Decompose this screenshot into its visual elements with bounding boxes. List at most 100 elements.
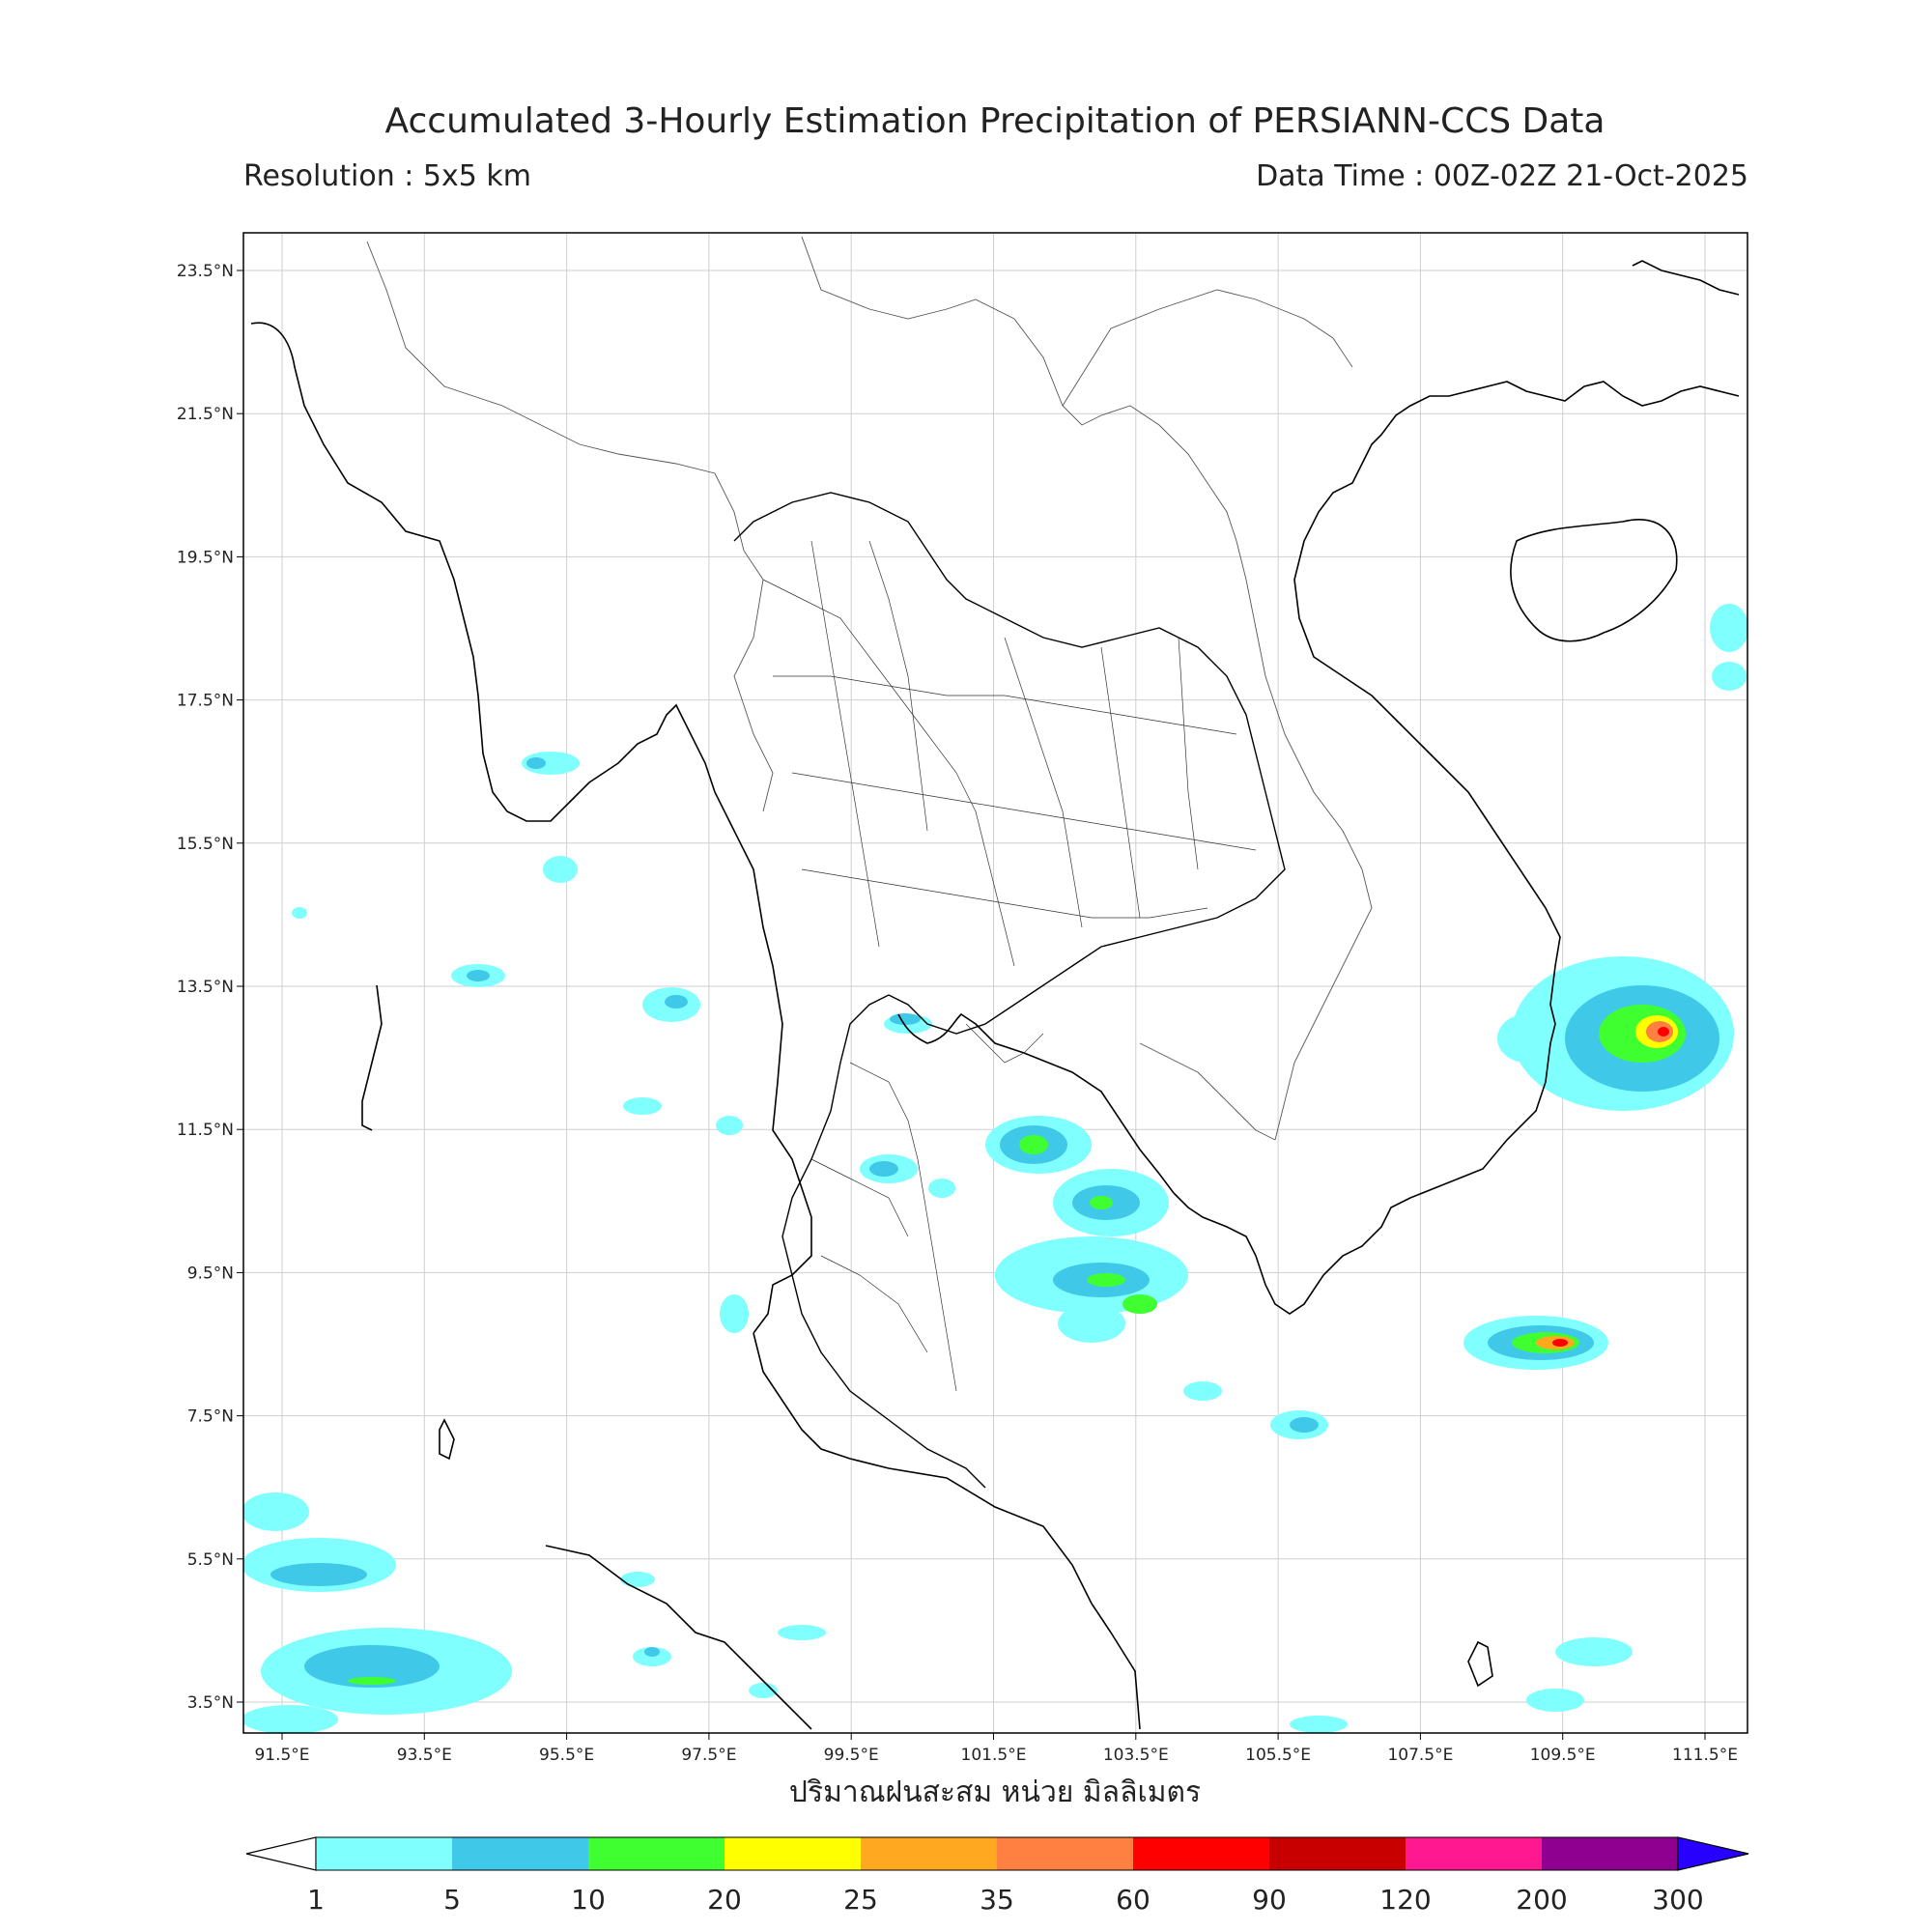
- province-line: [791, 772, 1257, 851]
- coastline-sumatra: [545, 1545, 812, 1730]
- province-line: [810, 1158, 909, 1237]
- country-borders: [366, 236, 1373, 1141]
- rain-cell: [749, 1683, 778, 1698]
- resolution-label: Resolution : 5x5 km: [243, 159, 531, 193]
- lat-tick-label: 7.5°N: [187, 1407, 234, 1427]
- colorbar: [245, 1836, 1749, 1871]
- province-line: [1004, 637, 1083, 928]
- colorbar-label: 10: [571, 1884, 606, 1916]
- rain-cell: [1183, 1381, 1222, 1401]
- lon-tick-label: 111.5°E: [1672, 1746, 1738, 1765]
- lat-tick-label: 11.5°N: [177, 1121, 234, 1140]
- rain-cell: [1122, 1294, 1157, 1314]
- rain-cell: [720, 1294, 749, 1333]
- rain-cell: [348, 1677, 396, 1685]
- lon-tick-label: 109.5°E: [1530, 1746, 1596, 1765]
- colorbar-label: 35: [980, 1884, 1014, 1916]
- colorbar-segment: [1269, 1837, 1406, 1870]
- colorbar-label: 90: [1252, 1884, 1287, 1916]
- thailand-outline: [733, 492, 1286, 1489]
- longitude-ticks: 91.5°E 93.5°E 95.5°E 97.5°E 99.5°E 101.5°E 103…: [254, 1733, 1738, 1765]
- lat-tick-label: 5.5°N: [187, 1550, 234, 1570]
- coastline-malaya: [753, 1332, 1141, 1730]
- rain-cell: [620, 1572, 655, 1587]
- rain-cell: [1058, 1304, 1125, 1343]
- rain-cell: [526, 757, 546, 769]
- colorbar-label: 25: [843, 1884, 878, 1916]
- rain-cell: [716, 1116, 743, 1135]
- lon-tick-label: 97.5°E: [681, 1746, 736, 1765]
- province-line: [810, 540, 880, 948]
- province-line: [773, 675, 1237, 735]
- rain-cell: [1090, 1196, 1113, 1209]
- rain-cell: [890, 1013, 921, 1025]
- province-line: [868, 540, 928, 832]
- colorbar-segment: [1133, 1837, 1270, 1870]
- rain-cell: [1710, 604, 1747, 652]
- coastlines: [250, 260, 1740, 1730]
- lat-tick-label: 9.5°N: [187, 1264, 234, 1283]
- rain-cell: [1712, 662, 1747, 691]
- coastline-natuna: [1467, 1640, 1493, 1688]
- province-line: [1100, 646, 1141, 919]
- colorbar-right-arrow: [1677, 1836, 1749, 1871]
- colorbar-segment: [1542, 1837, 1679, 1870]
- colorbar-segment: [997, 1837, 1134, 1870]
- rain-cell: [467, 970, 490, 981]
- border-laos-vietnam: [801, 236, 1373, 1141]
- lon-tick-label: 95.5°E: [539, 1746, 594, 1765]
- rain-cell: [1658, 1027, 1669, 1037]
- lon-tick-label: 105.5°E: [1245, 1746, 1311, 1765]
- lon-tick-label: 91.5°E: [254, 1746, 309, 1765]
- colorbar-segment: [588, 1837, 725, 1870]
- colorbar-segment: [316, 1837, 453, 1870]
- colorbar-label: 20: [707, 1884, 742, 1916]
- province-line: [820, 1255, 928, 1353]
- rain-cell: [1526, 1689, 1584, 1712]
- coastline-vietnam: [1173, 381, 1740, 1315]
- thailand-provinces: [733, 492, 1286, 1489]
- coastline-nicobar: [439, 1418, 455, 1461]
- colorbar-segment: [861, 1837, 998, 1870]
- border-myanmar: [366, 241, 774, 812]
- lon-tick-label: 107.5°E: [1387, 1746, 1453, 1765]
- colorbar-label: 300: [1652, 1884, 1704, 1916]
- colorbar-left-arrow: [245, 1836, 317, 1871]
- province-line: [965, 1023, 1044, 1064]
- lat-tick-label: 23.5°N: [177, 262, 234, 281]
- rain-cell: [1552, 1339, 1568, 1347]
- rain-cell: [1497, 1014, 1555, 1063]
- latitude-ticks: 23.5°N 21.5°N 19.5°N 17.5°N 15.5°N 13.5°N 11.5…: [177, 262, 243, 1713]
- colorbar-segment: [1406, 1837, 1543, 1870]
- province-line: [1178, 637, 1199, 870]
- lat-tick-label: 15.5°N: [177, 835, 234, 854]
- map-frame: [242, 232, 1748, 1734]
- rain-cell: [304, 1645, 440, 1688]
- colorbar-label: 1: [307, 1884, 325, 1916]
- x-axis-title: ปริมาณฝนสะสม หน่วย มิลลิเมตร: [788, 1776, 1202, 1809]
- data-time-label: Data Time : 00Z-02Z 21-Oct-2025: [1256, 159, 1748, 193]
- lat-tick-label: 19.5°N: [177, 548, 234, 567]
- rain-cell: [1290, 1716, 1348, 1733]
- colorbar-segment: [724, 1837, 862, 1870]
- colorbar-label: 120: [1379, 1884, 1432, 1916]
- colorbar-label: 200: [1516, 1884, 1568, 1916]
- rain-cell: [1019, 1135, 1048, 1154]
- rain-cell: [1555, 1637, 1633, 1666]
- precipitation-layer: [243, 604, 1747, 1733]
- colorbar-segment: [452, 1837, 589, 1870]
- coastline-myanmar: [250, 322, 812, 1334]
- lat-tick-label: 17.5°N: [177, 692, 234, 711]
- lon-tick-label: 99.5°E: [824, 1746, 879, 1765]
- lon-tick-label: 101.5°E: [961, 1746, 1027, 1765]
- rain-cell: [243, 1492, 309, 1531]
- rain-cell: [778, 1625, 826, 1640]
- map-title: Accumulated 3-Hourly Estimation Precipit…: [384, 101, 1605, 141]
- province-line: [762, 579, 1015, 967]
- rain-cell: [869, 1161, 898, 1177]
- lat-tick-label: 13.5°N: [177, 978, 234, 997]
- rain-cell: [1087, 1273, 1125, 1287]
- rain-cell: [1290, 1417, 1319, 1433]
- lon-tick-label: 93.5°E: [397, 1746, 452, 1765]
